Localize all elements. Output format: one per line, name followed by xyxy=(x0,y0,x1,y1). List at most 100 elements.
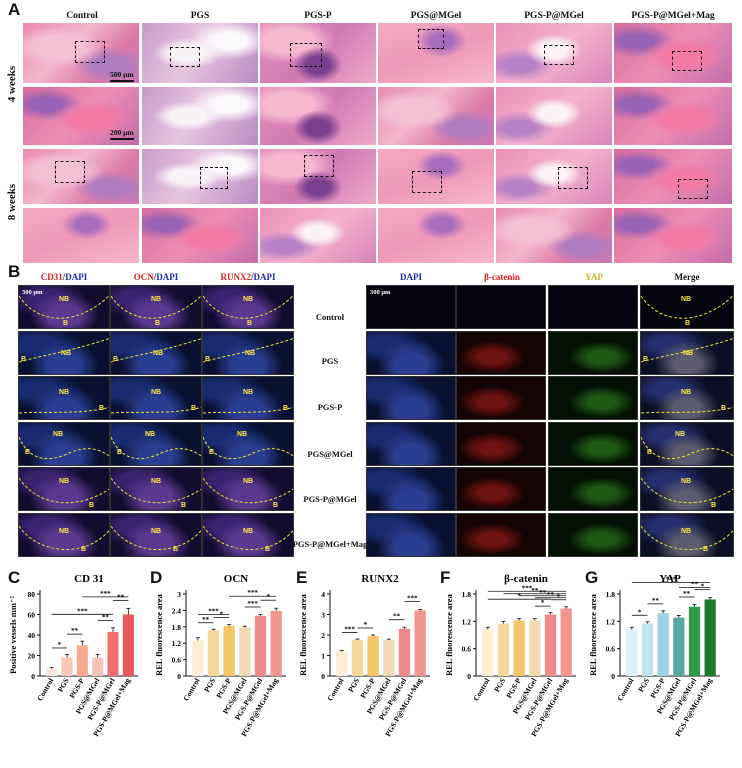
boundary-dashed-line xyxy=(203,477,293,504)
x-tick-label: Control xyxy=(615,677,635,703)
nb-b-boundary xyxy=(641,477,733,504)
he-image-r4-c6 xyxy=(613,207,733,264)
he-col-pgs-mgel: PGS@MGel xyxy=(410,11,462,21)
sig-label: ** xyxy=(691,581,699,589)
bar xyxy=(641,623,654,676)
nb-b-boundary xyxy=(19,436,109,460)
nb-b-boundary xyxy=(111,477,201,504)
bar xyxy=(61,657,73,676)
boundary-dashed-line xyxy=(111,295,201,319)
he-row-4weeks: 4 weeks xyxy=(6,65,18,103)
if-head-bcatenin: β-catenin xyxy=(484,272,520,282)
sig-label: * xyxy=(267,593,271,601)
if-left-r5-c1: NB B xyxy=(18,467,110,511)
y-tick-label: 1.2 xyxy=(462,617,472,626)
x-tick-label: Control xyxy=(471,677,491,703)
sig-label: * xyxy=(517,592,521,600)
if-right-r2-c4: NB B xyxy=(640,331,734,375)
sig-label: * xyxy=(701,583,705,591)
bar xyxy=(398,628,411,676)
if-right-r5-c4: NB B xyxy=(640,467,734,511)
x-tick-label: PGS xyxy=(346,677,361,694)
nb-b-boundary xyxy=(19,525,109,550)
boundary-dashed-line xyxy=(19,525,109,550)
boundary-dashed-line xyxy=(19,436,109,460)
bone-label: B xyxy=(643,356,649,363)
if-head-runx2: RUNX2/DAPI xyxy=(202,272,294,282)
bar xyxy=(626,629,638,676)
he-image-r4-c2 xyxy=(141,207,259,264)
if-left-r1-c2: NB B xyxy=(110,285,202,329)
he-zoom-region xyxy=(544,45,574,65)
bone-label: B xyxy=(205,356,211,363)
sig-label: ** xyxy=(102,613,110,621)
if-head-cd31: CD31/DAPI xyxy=(18,272,110,282)
chart-title: YAP xyxy=(659,573,681,585)
y-tick-label: 2 xyxy=(321,631,325,640)
bar xyxy=(688,606,701,676)
bar xyxy=(223,625,235,676)
nb-b-boundary xyxy=(111,406,201,414)
if-right-r1-c2 xyxy=(456,285,546,329)
he-image-r2-c3 xyxy=(259,86,377,146)
new-bone-label: NB xyxy=(53,431,64,438)
nb-b-boundary xyxy=(203,477,293,504)
boundary-dashed-line xyxy=(19,406,109,414)
bar xyxy=(513,620,525,676)
if-head-ocn-marker: OCN xyxy=(133,272,154,282)
bar xyxy=(92,657,104,676)
sig-label: *** xyxy=(666,576,677,584)
y-tick-label: 2.4 xyxy=(172,606,182,615)
he-scale-label-500: 500 μm xyxy=(110,70,134,79)
boundary-dashed-line xyxy=(111,525,201,550)
nb-b-boundary xyxy=(111,338,201,363)
y-tick-label: 0 xyxy=(467,672,471,681)
group-label-pgs: PGS xyxy=(321,356,339,366)
boundary-dashed-line xyxy=(641,338,733,363)
if-left-r6-c1: NB B xyxy=(18,513,110,557)
y-axis-label: REL fluorescence area xyxy=(588,593,598,676)
panel-label-a: A xyxy=(8,0,21,19)
he-image-r3-c5 xyxy=(495,148,613,205)
boundary-dashed-line xyxy=(203,525,293,550)
chart-title: β-catenin xyxy=(504,573,548,585)
he-image-r2-c2 xyxy=(141,86,259,146)
y-tick-label: 20 xyxy=(28,652,36,661)
y-tick-label: 0 xyxy=(611,672,615,681)
bone-label: B xyxy=(99,405,105,412)
y-tick-label: 0.6 xyxy=(172,656,182,665)
bone-label: B xyxy=(173,546,179,553)
he-col-pgs-p-mgel-mag: PGS-P@MGel+Mag xyxy=(631,11,715,21)
he-scale-bar-500: 500 μm xyxy=(110,70,134,82)
he-col-control: Control xyxy=(66,11,98,21)
he-image-r4-c5 xyxy=(495,207,613,264)
sig-label: * xyxy=(638,608,642,616)
if-left-r2-c1: NB B xyxy=(18,331,110,375)
he-image-r3-c4 xyxy=(377,148,495,205)
new-bone-label: NB xyxy=(151,528,162,535)
bar xyxy=(76,645,88,676)
new-bone-label: NB xyxy=(153,350,164,357)
y-axis-label: REL fluorescence area xyxy=(444,593,454,676)
sig-label: *** xyxy=(247,589,258,597)
boundary-dashed-line xyxy=(641,525,733,550)
chart-0: CD 31 0 20 40 60 80 Positive vessels mm⁻² Contr… xyxy=(8,573,138,738)
group-label-pgs-p: PGS-P xyxy=(317,402,343,412)
new-bone-label: NB xyxy=(681,478,692,485)
if-left-r3-c2: NB B xyxy=(110,376,202,420)
bone-label: B xyxy=(89,502,95,509)
if-right-r4-c4: NB B xyxy=(640,422,734,466)
he-scale-bar-200: 200 μm xyxy=(110,128,134,140)
he-zoom-region xyxy=(558,167,588,189)
boundary-dashed-line xyxy=(19,338,109,363)
sig-label: * xyxy=(364,621,368,629)
if-right-r2-c2 xyxy=(456,331,546,375)
sig-label: ** xyxy=(539,589,547,597)
bar xyxy=(207,630,220,676)
bar xyxy=(122,614,134,676)
if-left-r4-c3: NB B xyxy=(202,422,294,466)
boundary-dashed-line xyxy=(641,436,733,460)
boundary-dashed-line xyxy=(111,477,201,504)
y-axis-label: Positive vessels mm⁻² xyxy=(8,596,18,674)
if-right-r4-c2 xyxy=(456,422,546,466)
